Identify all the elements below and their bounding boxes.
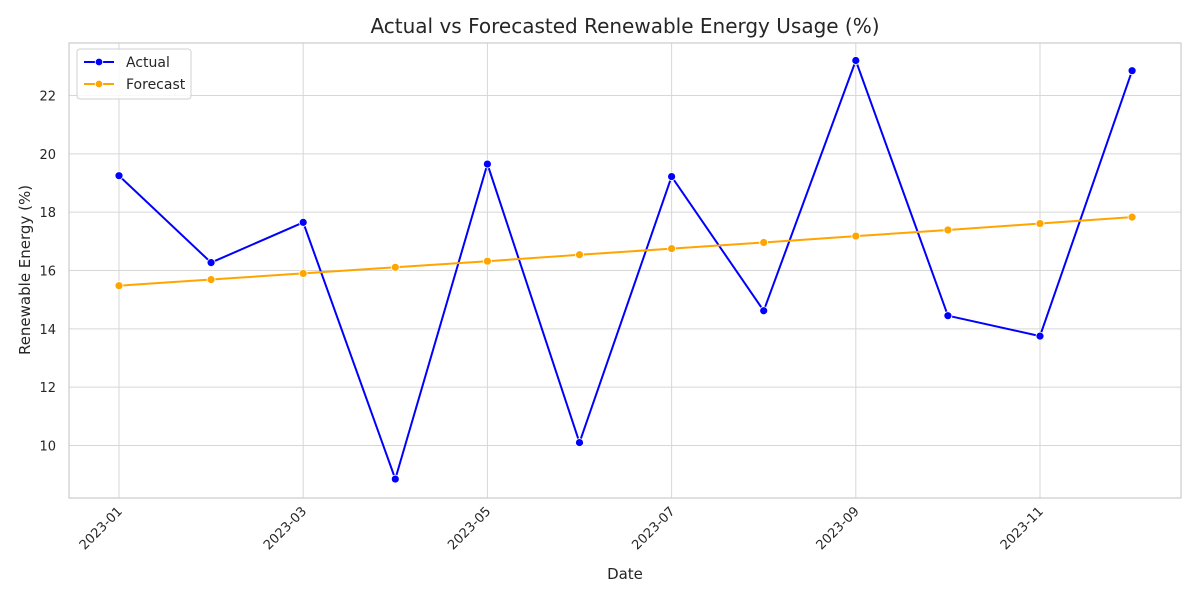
y-tick-label: 10 [39, 440, 56, 455]
y-tick-label: 18 [39, 206, 56, 221]
legend-item-actual: Actual [84, 55, 170, 71]
data-point-actual [206, 258, 216, 268]
x-tick-label: 2023-11 [998, 504, 1047, 553]
y-tick-label: 16 [39, 265, 56, 280]
data-point-forecast [1035, 219, 1045, 228]
data-point-actual [390, 474, 400, 484]
plot-frame [68, 42, 1182, 499]
data-point-forecast [482, 256, 492, 266]
series-layer [114, 56, 1137, 484]
y-tick-label: 14 [39, 323, 56, 338]
legend: Actual Forecast [76, 48, 192, 100]
data-point-actual [575, 438, 584, 447]
data-point-forecast [667, 244, 676, 254]
x-axis-label: Date [607, 565, 643, 583]
data-point-actual [1127, 66, 1137, 76]
data-point-forecast [114, 281, 124, 291]
data-point-actual [1035, 331, 1045, 341]
series-line-actual [118, 59, 1134, 480]
y-tick-label: 20 [39, 148, 56, 163]
data-point-forecast [206, 275, 216, 284]
x-tick-label: 2023-01 [77, 504, 126, 553]
data-point-forecast [390, 262, 400, 272]
data-point-forecast [298, 269, 308, 278]
data-point-actual [851, 56, 861, 65]
x-tick-label: 2023-09 [814, 504, 863, 553]
x-tick-label: 2023-07 [629, 504, 678, 553]
data-point-actual [298, 217, 308, 227]
legend-item-forecast: Forecast [84, 77, 186, 93]
legend-label-forecast: Forecast [126, 77, 186, 93]
data-point-forecast [575, 250, 584, 260]
data-point-forecast [943, 225, 953, 235]
legend-marker-forecast [94, 79, 104, 89]
y-axis-ticks: 10 12 14 16 18 20 22 [39, 90, 56, 455]
x-tick-label: 2023-05 [445, 504, 494, 553]
legend-label-actual: Actual [126, 55, 170, 71]
y-tick-label: 22 [39, 90, 56, 105]
data-point-actual [482, 159, 492, 169]
grid-layer [69, 43, 1181, 498]
data-point-actual [114, 171, 124, 181]
x-axis-ticks: 2023-01 2023-03 2023-05 2023-07 2023-09 2023-… [77, 504, 1047, 553]
legend-marker-actual [94, 57, 104, 67]
data-point-actual [667, 172, 676, 181]
y-tick-label: 12 [39, 381, 56, 396]
data-point-forecast [851, 231, 861, 241]
chart-title: Actual vs Forecasted Renewable Energy Us… [370, 14, 879, 38]
series-line-forecast [118, 216, 1133, 287]
data-point-forecast [1127, 212, 1137, 222]
data-point-actual [759, 306, 769, 316]
data-point-actual [943, 311, 953, 321]
data-point-forecast [759, 238, 769, 247]
x-tick-label: 2023-03 [261, 504, 310, 553]
y-axis-label: Renewable Energy (%) [16, 185, 34, 355]
